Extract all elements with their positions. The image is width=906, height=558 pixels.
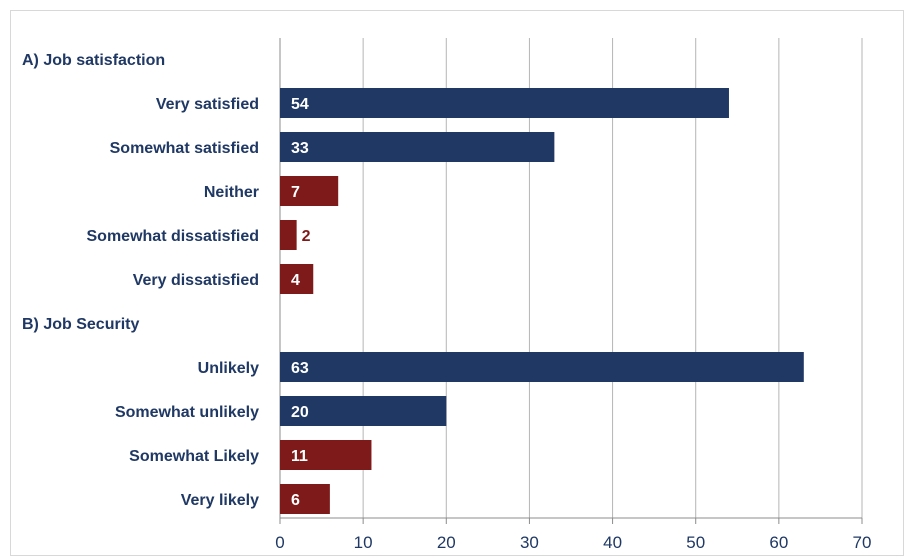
- bar: [280, 484, 330, 514]
- category-label: Very likely: [181, 492, 259, 509]
- bar: [280, 264, 314, 294]
- x-tick-label: 50: [686, 533, 705, 552]
- data-label: 33: [291, 140, 309, 157]
- section-title-job-security: B) Job Security: [22, 316, 139, 333]
- x-tick-label: 60: [769, 533, 788, 552]
- category-label: Unlikely: [198, 360, 259, 377]
- bar: [280, 176, 339, 206]
- bar: [280, 440, 372, 470]
- bar: [280, 88, 729, 118]
- x-tick-label: 30: [520, 533, 539, 552]
- x-tick-label: 20: [437, 533, 456, 552]
- data-label: 7: [291, 184, 300, 201]
- category-label: Somewhat unlikely: [115, 404, 259, 421]
- data-label: 54: [291, 96, 309, 113]
- bar: [280, 132, 555, 162]
- x-tick-label: 70: [853, 533, 872, 552]
- data-label: 4: [291, 272, 300, 289]
- section-title-job-satisfaction: A) Job satisfaction: [22, 52, 165, 69]
- x-tick-label: 10: [354, 533, 373, 552]
- data-label: 2: [302, 228, 311, 245]
- data-label: 11: [291, 448, 308, 465]
- category-label: Somewhat satisfied: [110, 140, 259, 157]
- bar: [280, 396, 447, 426]
- category-label: Neither: [204, 184, 259, 201]
- x-tick-label: 0: [275, 533, 284, 552]
- data-label: 20: [291, 404, 309, 421]
- category-label: Very dissatisfied: [133, 272, 259, 289]
- data-label: 6: [291, 492, 300, 509]
- data-label: 63: [291, 360, 309, 377]
- category-label: Somewhat Likely: [129, 448, 259, 465]
- bar: [280, 220, 297, 250]
- category-label: Somewhat dissatisfied: [87, 228, 260, 245]
- category-label: Very satisfied: [156, 96, 259, 113]
- bar: [280, 352, 804, 382]
- x-tick-label: 40: [603, 533, 622, 552]
